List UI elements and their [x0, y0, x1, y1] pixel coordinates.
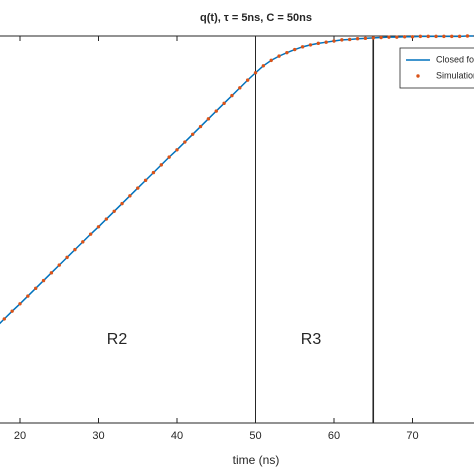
data-point	[49, 271, 54, 275]
region-label: R3	[301, 331, 322, 348]
data-point	[198, 124, 203, 129]
x-tick-label: 60	[328, 430, 340, 442]
data-point	[26, 294, 30, 298]
data-point	[10, 309, 14, 313]
data-point	[434, 34, 438, 39]
data-point	[363, 36, 368, 41]
data-point	[151, 170, 156, 175]
legend-box	[399, 47, 474, 89]
data-point	[88, 232, 93, 236]
data-point	[457, 34, 462, 39]
data-point	[104, 217, 109, 221]
data-point	[379, 35, 383, 40]
data-point	[175, 148, 179, 152]
data-point	[34, 286, 38, 291]
data-point	[136, 186, 140, 190]
data-point	[81, 240, 85, 244]
data-point	[41, 278, 46, 283]
data-point	[214, 109, 218, 113]
x-tick-label: 70	[406, 430, 418, 442]
data-point	[450, 34, 454, 39]
data-point	[316, 41, 320, 46]
series-line	[0, 35, 474, 325]
data-point	[245, 78, 250, 82]
data-point	[332, 39, 336, 43]
axes-box	[0, 35, 474, 424]
data-point	[112, 209, 116, 214]
data-point	[410, 35, 415, 39]
data-point	[65, 255, 69, 260]
data-point	[238, 86, 242, 90]
data-point	[120, 201, 124, 206]
data-point	[340, 38, 344, 42]
data-point	[308, 43, 313, 47]
x-axis-label: time (ns)	[233, 453, 280, 467]
data-point	[293, 47, 297, 52]
data-point	[387, 35, 391, 39]
data-point	[261, 64, 266, 68]
data-point	[2, 317, 6, 321]
legend-label: Closed form	[436, 54, 474, 64]
x-tick-label: 50	[249, 430, 261, 442]
data-point	[418, 34, 423, 39]
data-point	[73, 247, 77, 252]
x-tick-label: 30	[92, 430, 104, 442]
x-tick-label: 20	[14, 430, 26, 442]
data-point	[167, 155, 171, 159]
data-point	[395, 35, 399, 39]
x-tick-label: 40	[171, 430, 183, 442]
data-point	[18, 302, 22, 306]
data-point	[143, 178, 148, 183]
data-point	[128, 194, 132, 198]
data-point	[348, 37, 352, 42]
data-point	[426, 34, 430, 39]
legend-swatch	[416, 74, 420, 78]
data-point	[253, 71, 258, 75]
data-point	[285, 50, 289, 55]
data-point	[442, 34, 446, 39]
region-label: R2	[107, 331, 128, 348]
data-point	[191, 132, 195, 136]
data-point	[183, 140, 187, 144]
legend-label: Simulation	[436, 70, 474, 80]
data-point	[371, 36, 375, 40]
data-point	[269, 58, 273, 63]
data-point	[300, 45, 305, 49]
chart-title: q(t), τ = 5ns, C = 50ns	[200, 12, 312, 24]
data-point	[206, 117, 211, 121]
data-point	[57, 263, 61, 267]
data-point	[96, 225, 101, 229]
data-point	[159, 163, 163, 167]
data-point	[222, 101, 226, 106]
data-point	[324, 40, 328, 44]
data-point	[230, 93, 234, 98]
data-point	[402, 35, 407, 39]
data-point	[277, 54, 281, 58]
data-point	[465, 34, 470, 38]
data-point	[355, 37, 360, 41]
